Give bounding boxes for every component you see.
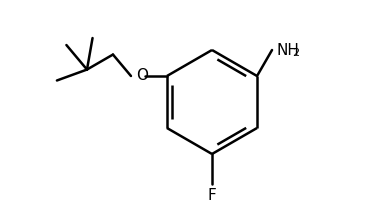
Text: 2: 2: [292, 48, 299, 58]
Text: F: F: [207, 188, 216, 203]
Text: O: O: [136, 68, 148, 84]
Text: NH: NH: [276, 42, 299, 58]
